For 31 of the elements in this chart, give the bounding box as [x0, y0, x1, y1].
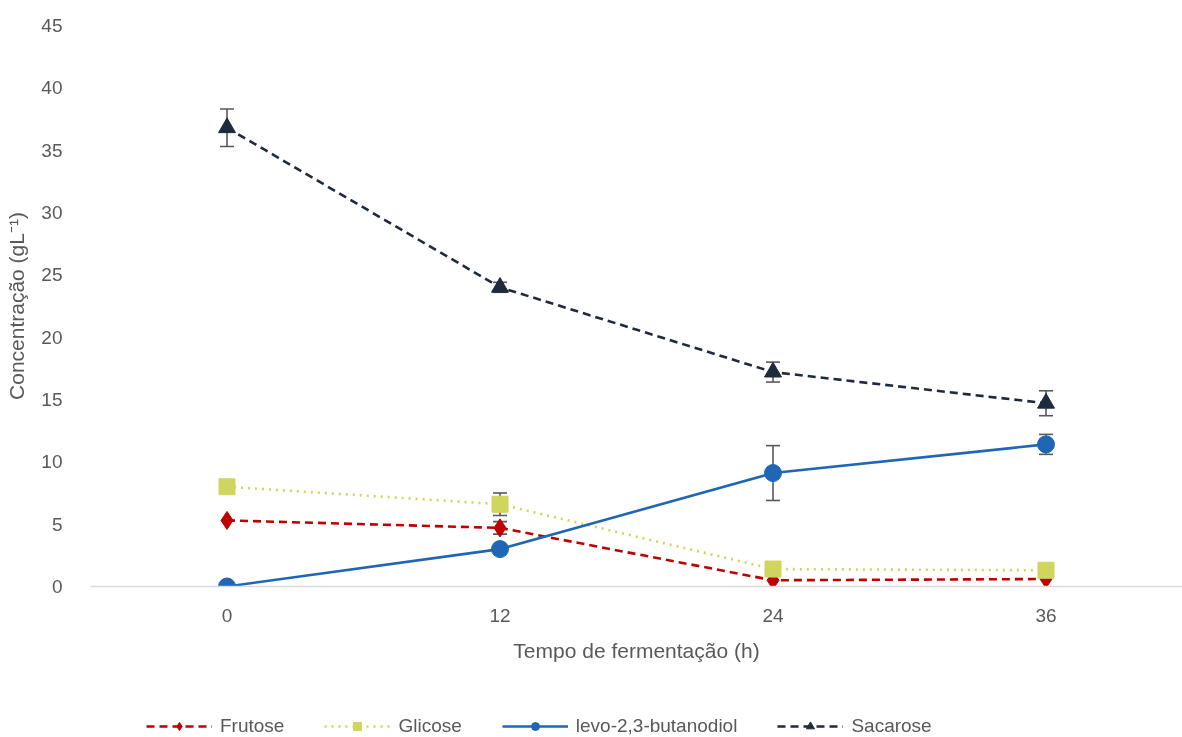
point	[1037, 561, 1055, 579]
point	[764, 464, 782, 483]
point	[218, 117, 236, 134]
x-tick-label: 0	[221, 604, 233, 626]
x-tick-label: 12	[489, 604, 511, 626]
legend-label: Glicose	[398, 715, 462, 737]
y-tick-label: 25	[41, 264, 63, 286]
y-tick-label: 30	[41, 202, 63, 223]
y-tick-label: 20	[41, 326, 63, 348]
point	[491, 276, 509, 293]
y-tick-label: 10	[41, 451, 63, 473]
legend-label: Sacarose	[851, 715, 932, 737]
y-tick-label: 45	[41, 15, 63, 36]
point	[491, 495, 509, 513]
x-tick-label: 36	[1035, 604, 1057, 626]
point	[220, 510, 234, 530]
y-tick-label: 5	[51, 513, 63, 535]
legend-label: Frutose	[220, 715, 285, 737]
y-tick-label: 35	[41, 139, 63, 161]
y-tick-label: 0	[51, 576, 63, 597]
y-axis-title: Concentração (gL⁻¹)	[5, 212, 29, 400]
point	[218, 478, 236, 496]
y-tick-label: 15	[41, 389, 63, 410]
point	[764, 560, 782, 578]
y-tick-label: 40	[41, 77, 63, 99]
point	[764, 361, 782, 378]
point	[1037, 392, 1055, 409]
x-axis-title: Tempo de fermentação (h)	[513, 638, 760, 662]
x-tick-label: 24	[762, 604, 784, 626]
legend-label: levo-2,3-butanodiol	[575, 715, 738, 737]
point	[491, 540, 509, 559]
